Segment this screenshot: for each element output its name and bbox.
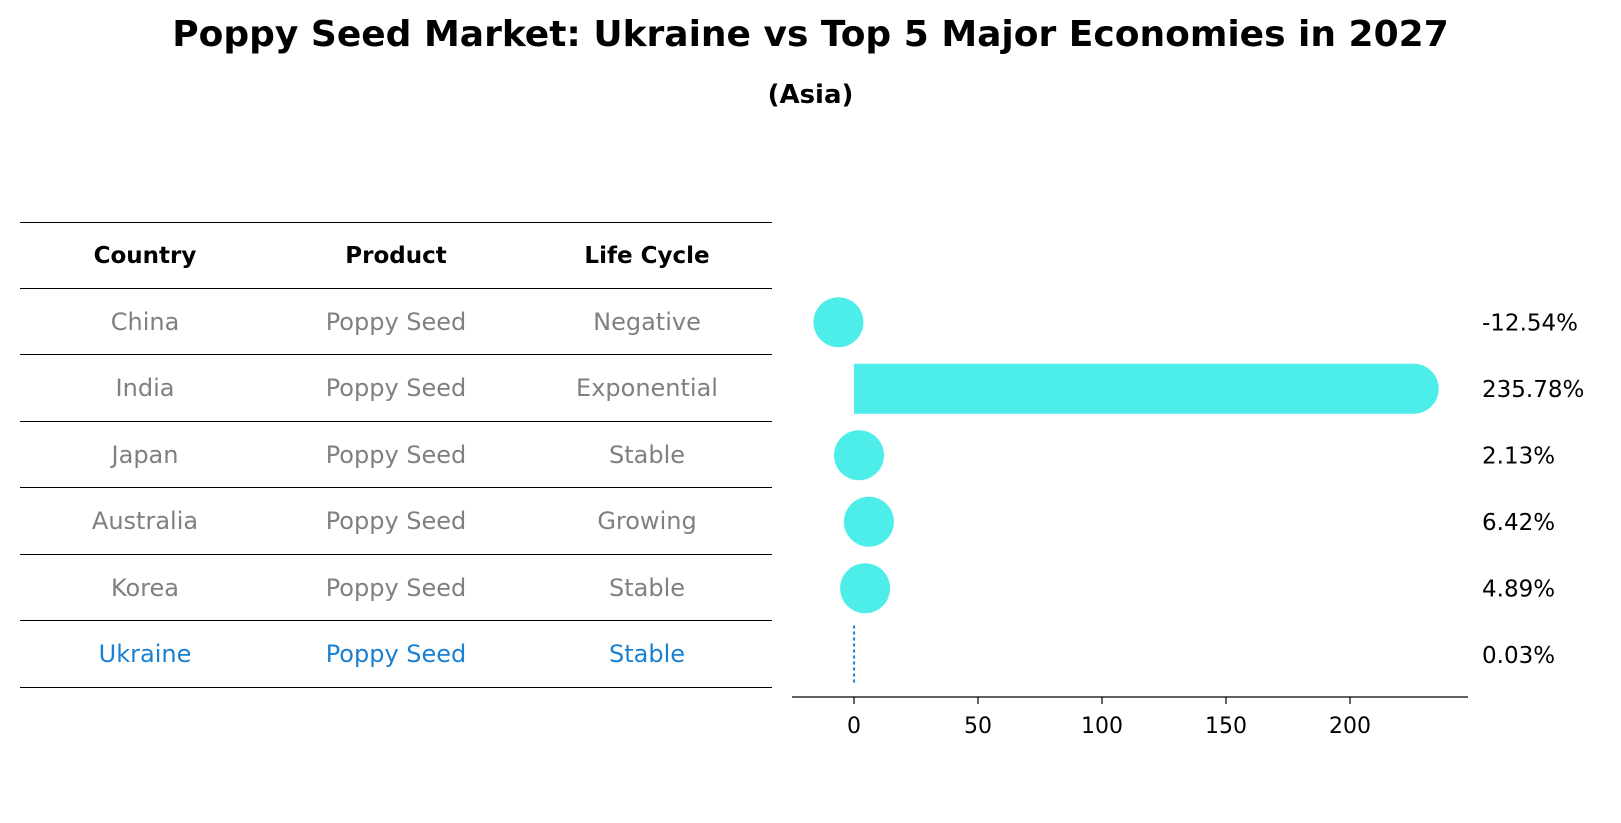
chart-title: Poppy Seed Market: Ukraine vs Top 5 Majo… xyxy=(172,14,1449,55)
table-header-row: Country Product Life Cycle xyxy=(20,222,772,289)
table-row: Korea Poppy Seed Stable xyxy=(20,555,772,621)
cell-country: Japan xyxy=(111,440,179,469)
cell-country: India xyxy=(115,374,175,402)
cell-life-cycle: Exponential xyxy=(576,374,718,402)
cell-product: Poppy Seed xyxy=(325,440,467,469)
value-label: 2.13% xyxy=(1482,443,1555,469)
bar-korea xyxy=(840,563,891,614)
value-label: -12.54% xyxy=(1482,310,1578,336)
table-row: Japan Poppy Seed Stable xyxy=(20,422,772,488)
value-label: 6.42% xyxy=(1482,510,1555,536)
cell-country: Ukraine xyxy=(98,640,192,668)
table-row-highlight: Ukraine Poppy Seed Stable xyxy=(20,621,772,688)
cell-country: Australia xyxy=(91,507,199,535)
cell-life-cycle: Stable xyxy=(608,573,686,602)
header-country: Country xyxy=(93,243,197,269)
value-label: 4.89% xyxy=(1482,576,1555,602)
cell-product: Poppy Seed xyxy=(325,640,467,668)
x-tick-label: 0 xyxy=(847,714,861,739)
bar-india xyxy=(854,363,1439,414)
header-product: Product xyxy=(345,243,447,269)
x-tick-label: 100 xyxy=(1081,714,1123,739)
table-row: China Poppy Seed Negative xyxy=(20,289,772,355)
cell-life-cycle: Negative xyxy=(593,307,701,336)
x-tick-label: 50 xyxy=(964,714,992,739)
header-life-cycle: Life Cycle xyxy=(584,243,710,269)
cell-product: Poppy Seed xyxy=(325,307,467,336)
x-tick-label: 200 xyxy=(1329,714,1371,739)
table-row: India Poppy Seed Exponential xyxy=(20,355,772,422)
cell-life-cycle: Growing xyxy=(597,507,697,535)
value-label: 0.03% xyxy=(1482,643,1555,669)
bar-china xyxy=(813,297,864,348)
cell-life-cycle: Stable xyxy=(608,640,686,668)
value-label: 235.78% xyxy=(1482,377,1584,403)
chart-subtitle: (Asia) xyxy=(767,80,854,110)
x-tick-label: 150 xyxy=(1205,714,1247,739)
cell-life-cycle: Stable xyxy=(608,440,686,469)
data-table: Country Product Life Cycle China Poppy S… xyxy=(20,222,772,688)
bar-australia xyxy=(843,496,894,547)
cell-product: Poppy Seed xyxy=(325,573,467,602)
cell-country: Korea xyxy=(110,573,180,602)
bar-japan xyxy=(834,430,884,481)
cell-product: Poppy Seed xyxy=(325,507,467,535)
table-row: Australia Poppy Seed Growing xyxy=(20,488,772,555)
cell-product: Poppy Seed xyxy=(325,374,467,402)
cell-country: China xyxy=(110,307,180,336)
